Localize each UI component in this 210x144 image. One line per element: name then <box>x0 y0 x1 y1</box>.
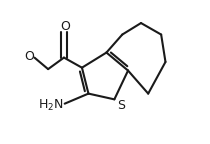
Text: O: O <box>60 20 70 33</box>
Text: O: O <box>24 50 34 63</box>
Text: H$_2$N: H$_2$N <box>38 98 63 113</box>
Text: S: S <box>117 99 125 112</box>
